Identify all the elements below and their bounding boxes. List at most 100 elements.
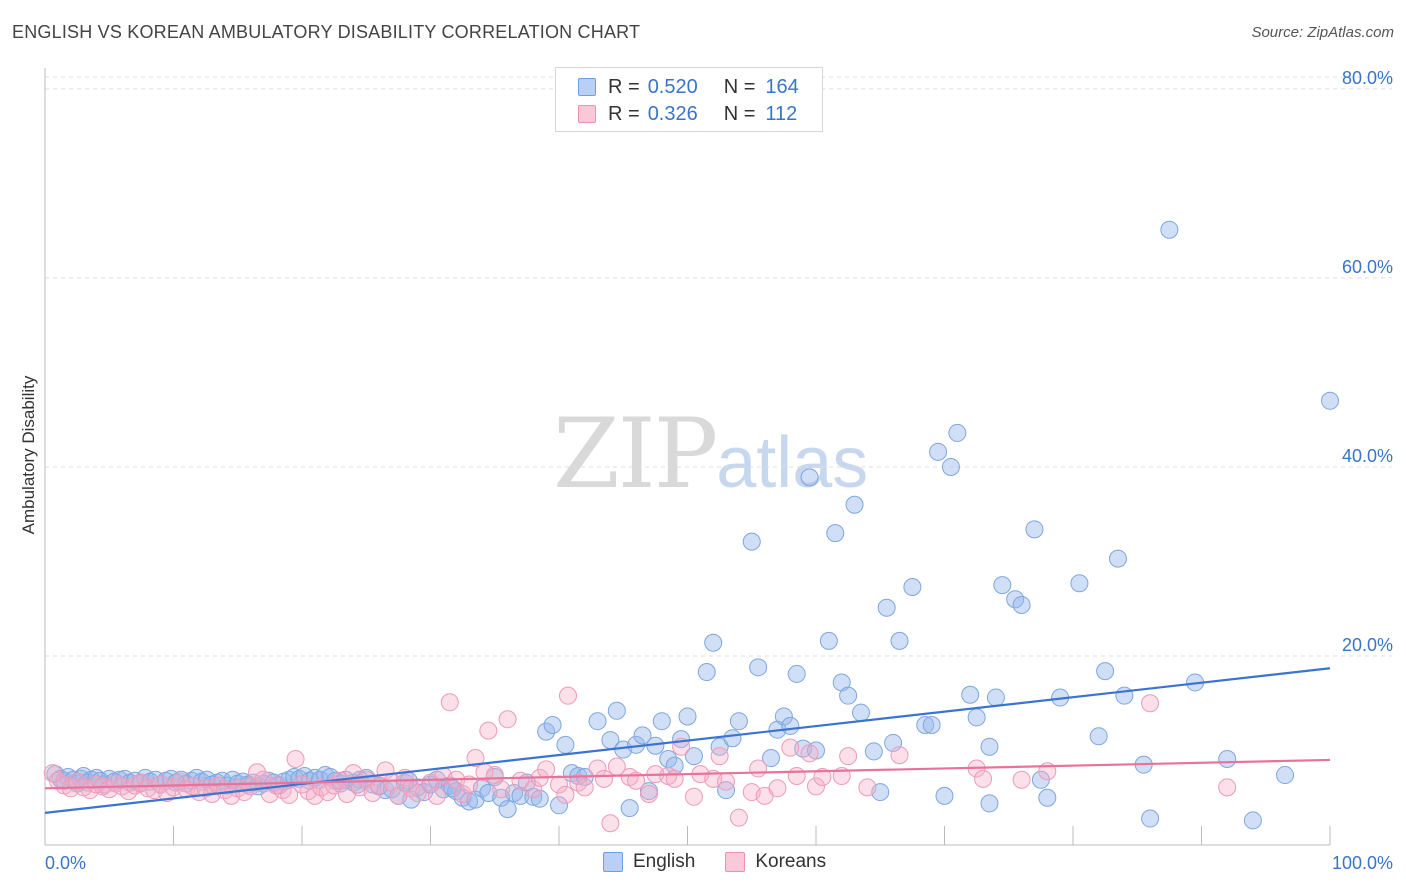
english-point [935,786,954,805]
english-point [864,742,883,761]
english-point [961,685,980,704]
english-point [851,703,870,722]
english-point [890,631,909,650]
axis-labels: 20.0% 40.0% 60.0% 80.0% 0.0% 100.0% Ambulatory… [19,68,1393,873]
koreans-point [729,808,748,827]
english-point [537,722,556,741]
koreans-point [749,759,768,778]
koreans-point [248,763,267,782]
r-value: 0.520 [647,75,698,98]
koreans-point [787,767,806,786]
english-point [1038,788,1057,807]
n-label: N = [723,75,756,98]
koreans-point [440,693,459,712]
english-point [543,715,562,734]
koreans-point [479,721,498,740]
koreans-point [800,744,819,763]
koreans-point [537,760,556,779]
english-point [723,729,742,748]
r-value: 0.326 [647,102,698,125]
koreans-trend-line [44,758,1331,790]
koreans-point [974,769,993,788]
koreans-point [466,749,485,768]
koreans-point [556,785,575,804]
y-tick-label: 20.0% [1342,635,1393,655]
english-point [781,716,800,735]
koreans-point [524,780,543,799]
koreans-point [839,747,858,766]
zipatlas-watermark: ZIPatlas [553,398,868,510]
watermark-atlas: atlas [716,423,869,503]
koreans-point [601,814,620,833]
english-point [530,789,549,808]
english-point [941,457,960,476]
english-point [877,598,896,617]
series-legend: English Koreans [603,851,856,873]
koreans-legend-label: Koreans [755,851,827,872]
koreans-legend-swatch [725,852,746,872]
english-point [620,799,639,818]
english-point [1096,662,1115,681]
english-point [916,715,935,734]
english-legend-label: English [633,851,696,872]
koreans-point [639,784,658,803]
english-point [1276,766,1295,785]
trend-lines [44,667,1331,814]
english-point [1160,220,1179,239]
r-label: R = [608,102,640,125]
english-point [826,524,845,543]
x-tick-label: 0.0% [45,853,86,873]
koreans-point [768,779,787,798]
english-point [729,712,748,731]
english-point [948,423,967,442]
english-point [1012,595,1031,614]
koreans-point [627,771,646,790]
english-point [524,787,543,806]
koreans-point [511,771,530,790]
english-point [800,468,819,487]
koreans-point [781,738,800,757]
english-point [1141,809,1160,828]
koreans-point [427,786,446,805]
english-point [819,631,838,650]
koreans-point [318,783,337,802]
english-legend-swatch [603,852,623,872]
english-point [684,747,703,766]
english-point [1321,391,1339,410]
y-tick-label: 60.0% [1342,257,1393,277]
koreans-point [858,778,877,797]
y-tick-label: 80.0% [1342,68,1393,88]
english-swatch [578,78,596,96]
english-point [967,708,986,727]
r-label: R = [608,75,640,98]
koreans-point [1218,778,1237,797]
english-point [588,712,607,731]
english-point [1243,811,1262,830]
koreans-point [408,784,427,803]
gridlines [45,76,1392,657]
y-axis-title: Ambulatory Disability [19,375,38,534]
koreans-point [558,686,577,705]
legend-item-koreans[interactable]: Koreans [725,851,826,873]
x-tick-label: 100.0% [1332,853,1393,873]
koreans-point [363,784,382,803]
english-point [1025,520,1044,539]
english-point [710,737,729,756]
axes [44,68,1331,846]
english-point [498,800,517,819]
koreans-point [492,780,511,799]
koreans-point [569,773,588,792]
english-point [980,794,999,813]
koreans-point [498,710,517,729]
koreans-point [710,747,729,766]
koreans-point [684,787,703,806]
english-point [550,796,568,815]
legend-item-english[interactable]: English [603,851,695,873]
english-point [672,730,691,749]
source-label: Source: ZipAtlas.com [1251,24,1394,41]
n-value: 164 [765,75,799,98]
legend-row-english: R = 0.520 N = 164 [578,75,799,99]
english-trend-line [44,667,1331,814]
koreans-point [717,772,736,791]
koreans-point [575,778,594,797]
